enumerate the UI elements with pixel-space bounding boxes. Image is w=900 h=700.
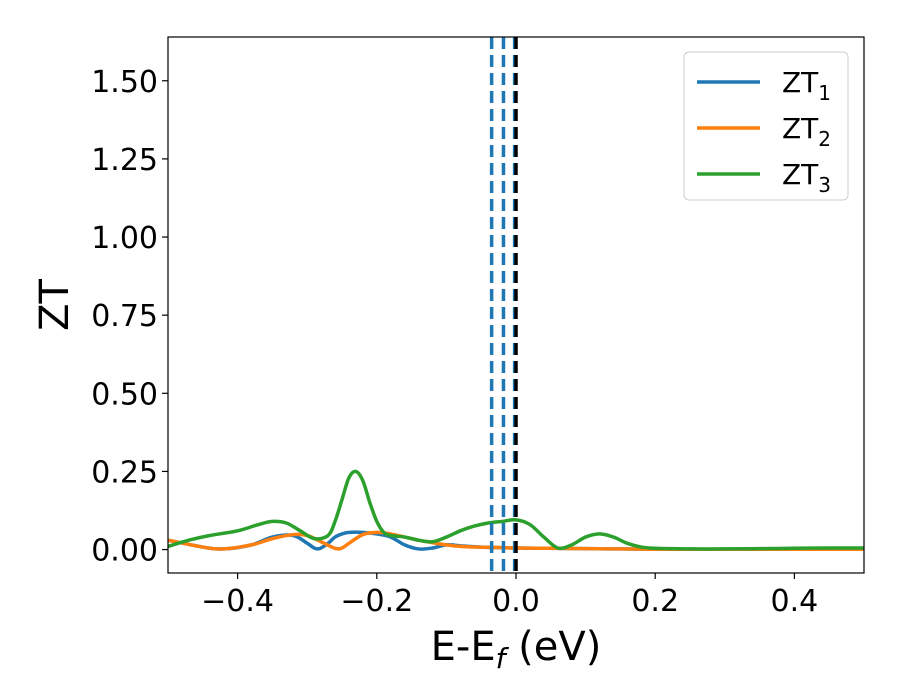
series-line-3 — [168, 469, 864, 551]
y-tick-label: 0.25 — [91, 455, 158, 490]
legend-label-2: ZT2 — [782, 112, 831, 151]
y-tick-label: 1.25 — [91, 143, 158, 178]
x-tick-label: 0.0 — [492, 584, 540, 619]
legend-box — [683, 51, 849, 201]
legend-label-3: ZT3 — [782, 158, 831, 197]
x-tick-label: −0.2 — [340, 584, 413, 619]
y-tick-label: 0.75 — [91, 299, 158, 334]
y-tick-label: 1.00 — [91, 221, 158, 256]
y-axis-label: ZT — [32, 279, 78, 331]
y-tick-label: 1.50 — [91, 65, 158, 100]
legend: ZT1 ZT2 ZT3 — [683, 51, 849, 201]
lines-layer — [168, 469, 864, 552]
y-tick-label: 0.50 — [91, 377, 158, 412]
x-axis-label-main: E-E — [431, 624, 496, 670]
y-axis-ticks: 0.00 0.25 0.50 0.75 1.00 1.25 1.50 — [91, 65, 168, 569]
x-tick-label: −0.4 — [201, 584, 274, 619]
vertical-lines-layer — [489, 37, 518, 573]
x-axis-label: E-Ef (eV) — [431, 624, 602, 675]
x-axis-label-suffix: (eV) — [505, 624, 601, 670]
x-axis-ticks: −0.4 −0.2 0.0 0.2 0.4 — [201, 573, 818, 619]
x-tick-label: 0.2 — [631, 584, 679, 619]
y-tick-label: 0.00 — [91, 534, 158, 569]
legend-label-1: ZT1 — [782, 66, 831, 105]
x-tick-label: 0.4 — [771, 584, 819, 619]
